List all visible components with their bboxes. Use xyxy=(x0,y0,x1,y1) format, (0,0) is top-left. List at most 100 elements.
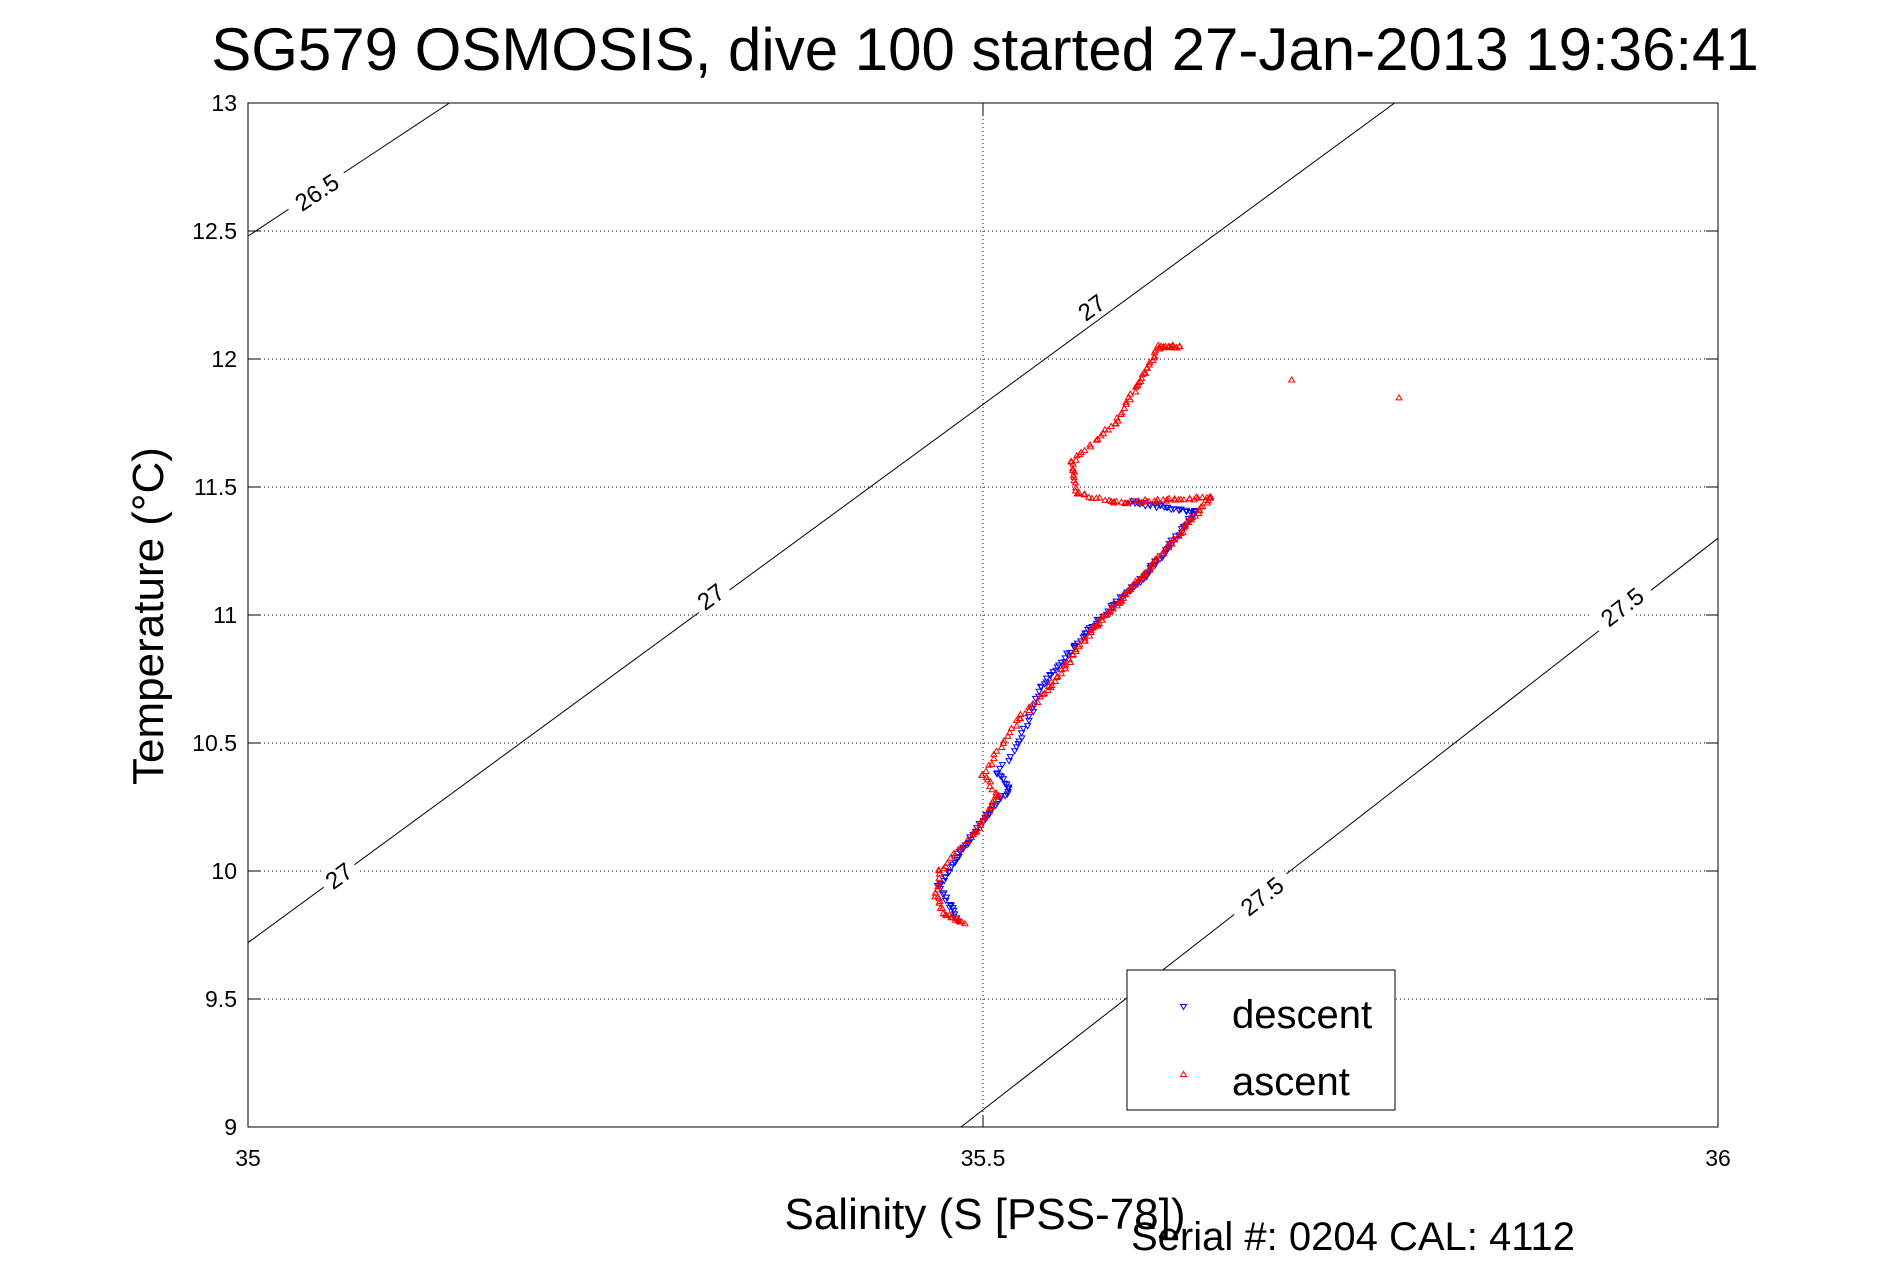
ascent-point xyxy=(976,818,985,825)
ascent-point xyxy=(1099,429,1108,437)
ascent-point xyxy=(1126,390,1135,397)
ascent-point xyxy=(1185,494,1194,502)
descent-point xyxy=(949,907,958,915)
ascent-point xyxy=(1039,690,1047,697)
ascent-point xyxy=(945,910,954,918)
legend-descent-marker xyxy=(1179,1004,1188,1011)
ascent-point xyxy=(1104,608,1113,615)
descent-point xyxy=(1082,630,1091,637)
contour-line-26-5 xyxy=(248,103,450,237)
ascent-point xyxy=(1113,414,1121,421)
descent-point xyxy=(1004,786,1013,793)
descent-point xyxy=(993,770,1002,777)
descent-point xyxy=(1167,506,1176,514)
ascent-point xyxy=(1177,529,1185,537)
descent-point xyxy=(998,762,1007,769)
descent-point xyxy=(996,772,1004,780)
ascent-point xyxy=(1105,496,1113,503)
ascent-point xyxy=(950,849,958,856)
descent-point xyxy=(1024,713,1033,721)
descent-point xyxy=(1071,642,1079,650)
descent-point xyxy=(982,811,991,819)
ascent-point xyxy=(941,862,950,870)
ascent-point xyxy=(1025,703,1034,710)
contour-label-background xyxy=(316,854,363,898)
ascent-point xyxy=(1071,487,1080,494)
descent-point xyxy=(1005,758,1013,765)
ascent-point xyxy=(1190,495,1199,503)
ascent-point xyxy=(1072,451,1081,459)
ascent-point xyxy=(1150,352,1159,360)
descent-point xyxy=(1054,662,1063,669)
y-tick-label: 12 xyxy=(211,346,237,372)
y-tick-label: 9 xyxy=(224,1114,237,1140)
x-tick-label: 36 xyxy=(1705,1145,1731,1171)
ascent-point xyxy=(934,879,943,887)
ascent-point xyxy=(1159,547,1168,554)
ascent-point xyxy=(960,841,969,849)
contour-label-background xyxy=(1588,576,1657,638)
ascent-point xyxy=(1092,436,1101,443)
descent-point xyxy=(940,890,948,897)
ascent-point xyxy=(1198,502,1207,510)
descent-point xyxy=(1177,506,1185,513)
ascent-point xyxy=(1093,620,1102,628)
ascent-point xyxy=(1068,464,1077,472)
ascent-point xyxy=(1175,342,1184,350)
ascent-point xyxy=(941,910,950,918)
ascent-point xyxy=(1162,497,1171,504)
ascent-point xyxy=(990,750,998,757)
descent-point xyxy=(942,894,951,902)
ascent-point xyxy=(1120,404,1129,412)
ascent-point xyxy=(1065,655,1074,663)
descent-point xyxy=(1037,683,1045,691)
ascent-point xyxy=(1159,495,1168,503)
x-tick-label: 35.5 xyxy=(961,1145,1006,1171)
ascent-point xyxy=(1095,619,1104,627)
ascent-point xyxy=(1132,382,1141,389)
ascent-point xyxy=(1124,586,1133,594)
descent-point xyxy=(1046,671,1054,679)
ascent-point xyxy=(1005,728,1014,736)
legend-descent-label: descent xyxy=(1232,993,1372,1037)
ascent-point xyxy=(931,889,940,896)
ascent-point xyxy=(987,802,996,809)
ascent-point xyxy=(972,827,981,835)
ascent-point xyxy=(1061,660,1070,667)
descent-point xyxy=(1017,735,1026,742)
ascent-point xyxy=(1070,468,1079,475)
legend-ascent-label: ascent xyxy=(1232,1060,1350,1104)
ascent-point xyxy=(989,796,998,803)
ascent-point xyxy=(1033,698,1042,706)
ascent-point xyxy=(1007,724,1016,731)
ascent-point xyxy=(1153,498,1161,505)
ascent-point xyxy=(1117,498,1126,505)
ascent-point xyxy=(976,821,985,828)
contour-label-background xyxy=(1068,286,1115,330)
descent-point xyxy=(966,834,974,841)
ascent-point xyxy=(1108,601,1117,608)
ascent-point xyxy=(1159,342,1168,350)
ascent-point xyxy=(1137,498,1146,505)
descent-point xyxy=(1175,507,1183,514)
descent-point xyxy=(1019,725,1028,733)
descent-point xyxy=(941,874,950,881)
descent-point xyxy=(1035,688,1044,696)
data-points xyxy=(930,341,1403,927)
y-tick-label: 12.5 xyxy=(192,218,237,244)
ascent-point xyxy=(954,845,963,853)
ascent-point xyxy=(1198,493,1207,501)
descent-point xyxy=(1062,650,1071,658)
ascent-point xyxy=(981,812,989,819)
descent-point xyxy=(995,765,1004,773)
ascent-point xyxy=(1040,689,1049,697)
ascent-point xyxy=(1170,494,1179,502)
descent-point xyxy=(1001,780,1009,788)
ascent-point xyxy=(1071,483,1080,491)
ascent-point xyxy=(934,866,943,873)
ascent-point xyxy=(1016,710,1025,718)
ascent-point xyxy=(1192,493,1201,500)
ascent-point xyxy=(1068,466,1077,474)
ascent-point xyxy=(971,828,979,836)
